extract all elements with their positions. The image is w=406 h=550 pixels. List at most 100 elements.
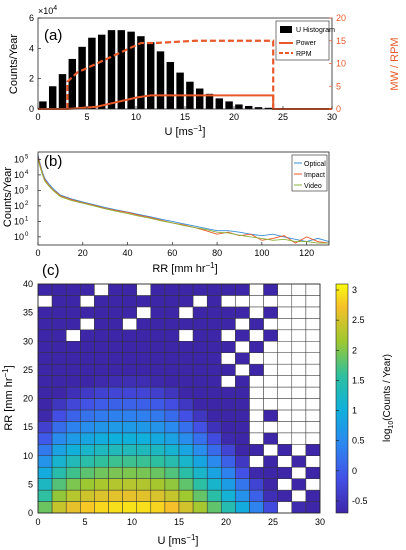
- heatmap-cell: [94, 341, 109, 353]
- heatmap-cell: [249, 409, 264, 422]
- colorbar-tick-label: 3: [352, 285, 357, 295]
- histogram-bar: [225, 101, 233, 109]
- heatmap-cell: [108, 501, 123, 514]
- heatmap-cell: [263, 363, 278, 376]
- heatmap-cell: [108, 329, 123, 342]
- panel-b-label: (b): [44, 153, 62, 170]
- legend-label-histogram: U Histogram: [296, 27, 335, 34]
- y-tick-label: 10: [14, 154, 24, 164]
- legend-swatch-histogram: [280, 26, 292, 33]
- heatmap-cell: [305, 283, 321, 296]
- heatmap-cell: [37, 295, 53, 308]
- heatmap-cell: [249, 283, 264, 296]
- histogram-bar: [117, 30, 126, 110]
- heatmap-cell: [235, 341, 250, 353]
- heatmap-cell: [122, 489, 137, 502]
- heatmap-cell: [80, 466, 95, 479]
- heatmap-cell: [94, 398, 109, 411]
- legend-label-video: Video: [304, 183, 322, 190]
- heatmap-cell: [249, 501, 264, 514]
- panel-c-label: (c): [42, 262, 60, 279]
- heatmap-cell: [291, 432, 307, 445]
- panel-b-legend: Optical Impact Video: [291, 154, 328, 192]
- histogram-bar: [127, 31, 135, 109]
- heatmap-cell: [108, 444, 123, 456]
- heatmap-cell: [80, 501, 95, 514]
- heatmap-cell: [291, 489, 307, 502]
- heatmap-cell: [277, 432, 293, 445]
- heatmap-cell: [51, 444, 67, 456]
- heatmap-cell: [249, 466, 264, 479]
- heatmap-cell: [277, 306, 293, 319]
- heatmap-cell: [178, 352, 194, 365]
- heatmap-cell: [136, 375, 152, 388]
- heatmap-cell: [221, 432, 236, 445]
- heatmap-cell: [94, 352, 109, 365]
- heatmap-cell: [150, 409, 166, 422]
- heatmap-cell: [192, 478, 208, 491]
- heatmap-cell: [136, 295, 152, 308]
- heatmap-cell: [192, 375, 208, 388]
- panel-a-x-label: U [ms−1]: [165, 124, 206, 138]
- heatmap-cell: [305, 341, 321, 353]
- heatmap-cell: [235, 352, 250, 365]
- heatmap-cell: [164, 444, 180, 456]
- heatmap-cell: [136, 489, 152, 502]
- heatmap-cell: [150, 306, 166, 319]
- panel-b-frame: [37, 151, 330, 246]
- heatmap-cell: [65, 398, 81, 411]
- heatmap-cell: [221, 398, 236, 411]
- heatmap-cell: [80, 363, 95, 376]
- x-tick-label: 30: [327, 112, 337, 122]
- heatmap-cell: [192, 318, 208, 331]
- heatmap-cell: [291, 341, 307, 353]
- heatmap-cell: [122, 409, 137, 422]
- colorbar-tick-label: 1: [352, 406, 357, 416]
- heatmap-cell: [221, 375, 236, 388]
- heatmap-cell: [192, 283, 208, 296]
- heatmap-cell: [37, 363, 53, 376]
- histogram-bar: [205, 93, 214, 109]
- heatmap-cell: [221, 444, 236, 456]
- heatmap-cell: [51, 386, 67, 399]
- heatmap-cell: [37, 352, 53, 365]
- heatmap-cell: [235, 466, 250, 479]
- heatmap-cell: [150, 478, 166, 491]
- heatmap-cell: [122, 295, 137, 308]
- heatmap-cell: [192, 363, 208, 376]
- heatmap-cell: [305, 478, 321, 491]
- heatmap-cell: [150, 375, 166, 388]
- heatmap-cell: [305, 363, 321, 376]
- rpm-line: [66, 39, 275, 109]
- heatmap-cell: [235, 375, 250, 388]
- heatmap-cell: [150, 386, 166, 399]
- heatmap-cell: [178, 306, 194, 319]
- heatmap-cell: [51, 501, 67, 514]
- heatmap-cell: [94, 501, 109, 514]
- heatmap-cell: [37, 489, 53, 502]
- heatmap-cell: [65, 489, 81, 502]
- heatmap-cell: [80, 375, 95, 388]
- heatmap-cell: [249, 444, 264, 456]
- heatmap-cell: [277, 409, 293, 422]
- heatmap-cell: [263, 398, 278, 411]
- heatmap-cell: [305, 466, 321, 479]
- heatmap-cell: [37, 283, 53, 296]
- heatmap-cell: [94, 375, 109, 388]
- heatmap-cell: [291, 478, 307, 491]
- heatmap-cell: [51, 409, 67, 422]
- heatmap-cell: [277, 466, 293, 479]
- histogram-bar: [58, 74, 67, 109]
- heatmap-cell: [178, 432, 194, 445]
- heatmap-cell: [277, 489, 293, 502]
- series-line-video: [37, 159, 329, 244]
- heatmap-cell: [277, 283, 293, 296]
- heatmap-cell: [108, 409, 123, 422]
- y-tick-exponent: 5: [25, 154, 29, 160]
- heatmap-cell: [51, 352, 67, 365]
- heatmap-cell: [263, 409, 278, 422]
- heatmap-cell: [305, 375, 321, 388]
- y-tick-label: 10: [23, 451, 33, 461]
- heatmap-cell: [51, 421, 67, 434]
- heatmap-cell: [192, 432, 208, 445]
